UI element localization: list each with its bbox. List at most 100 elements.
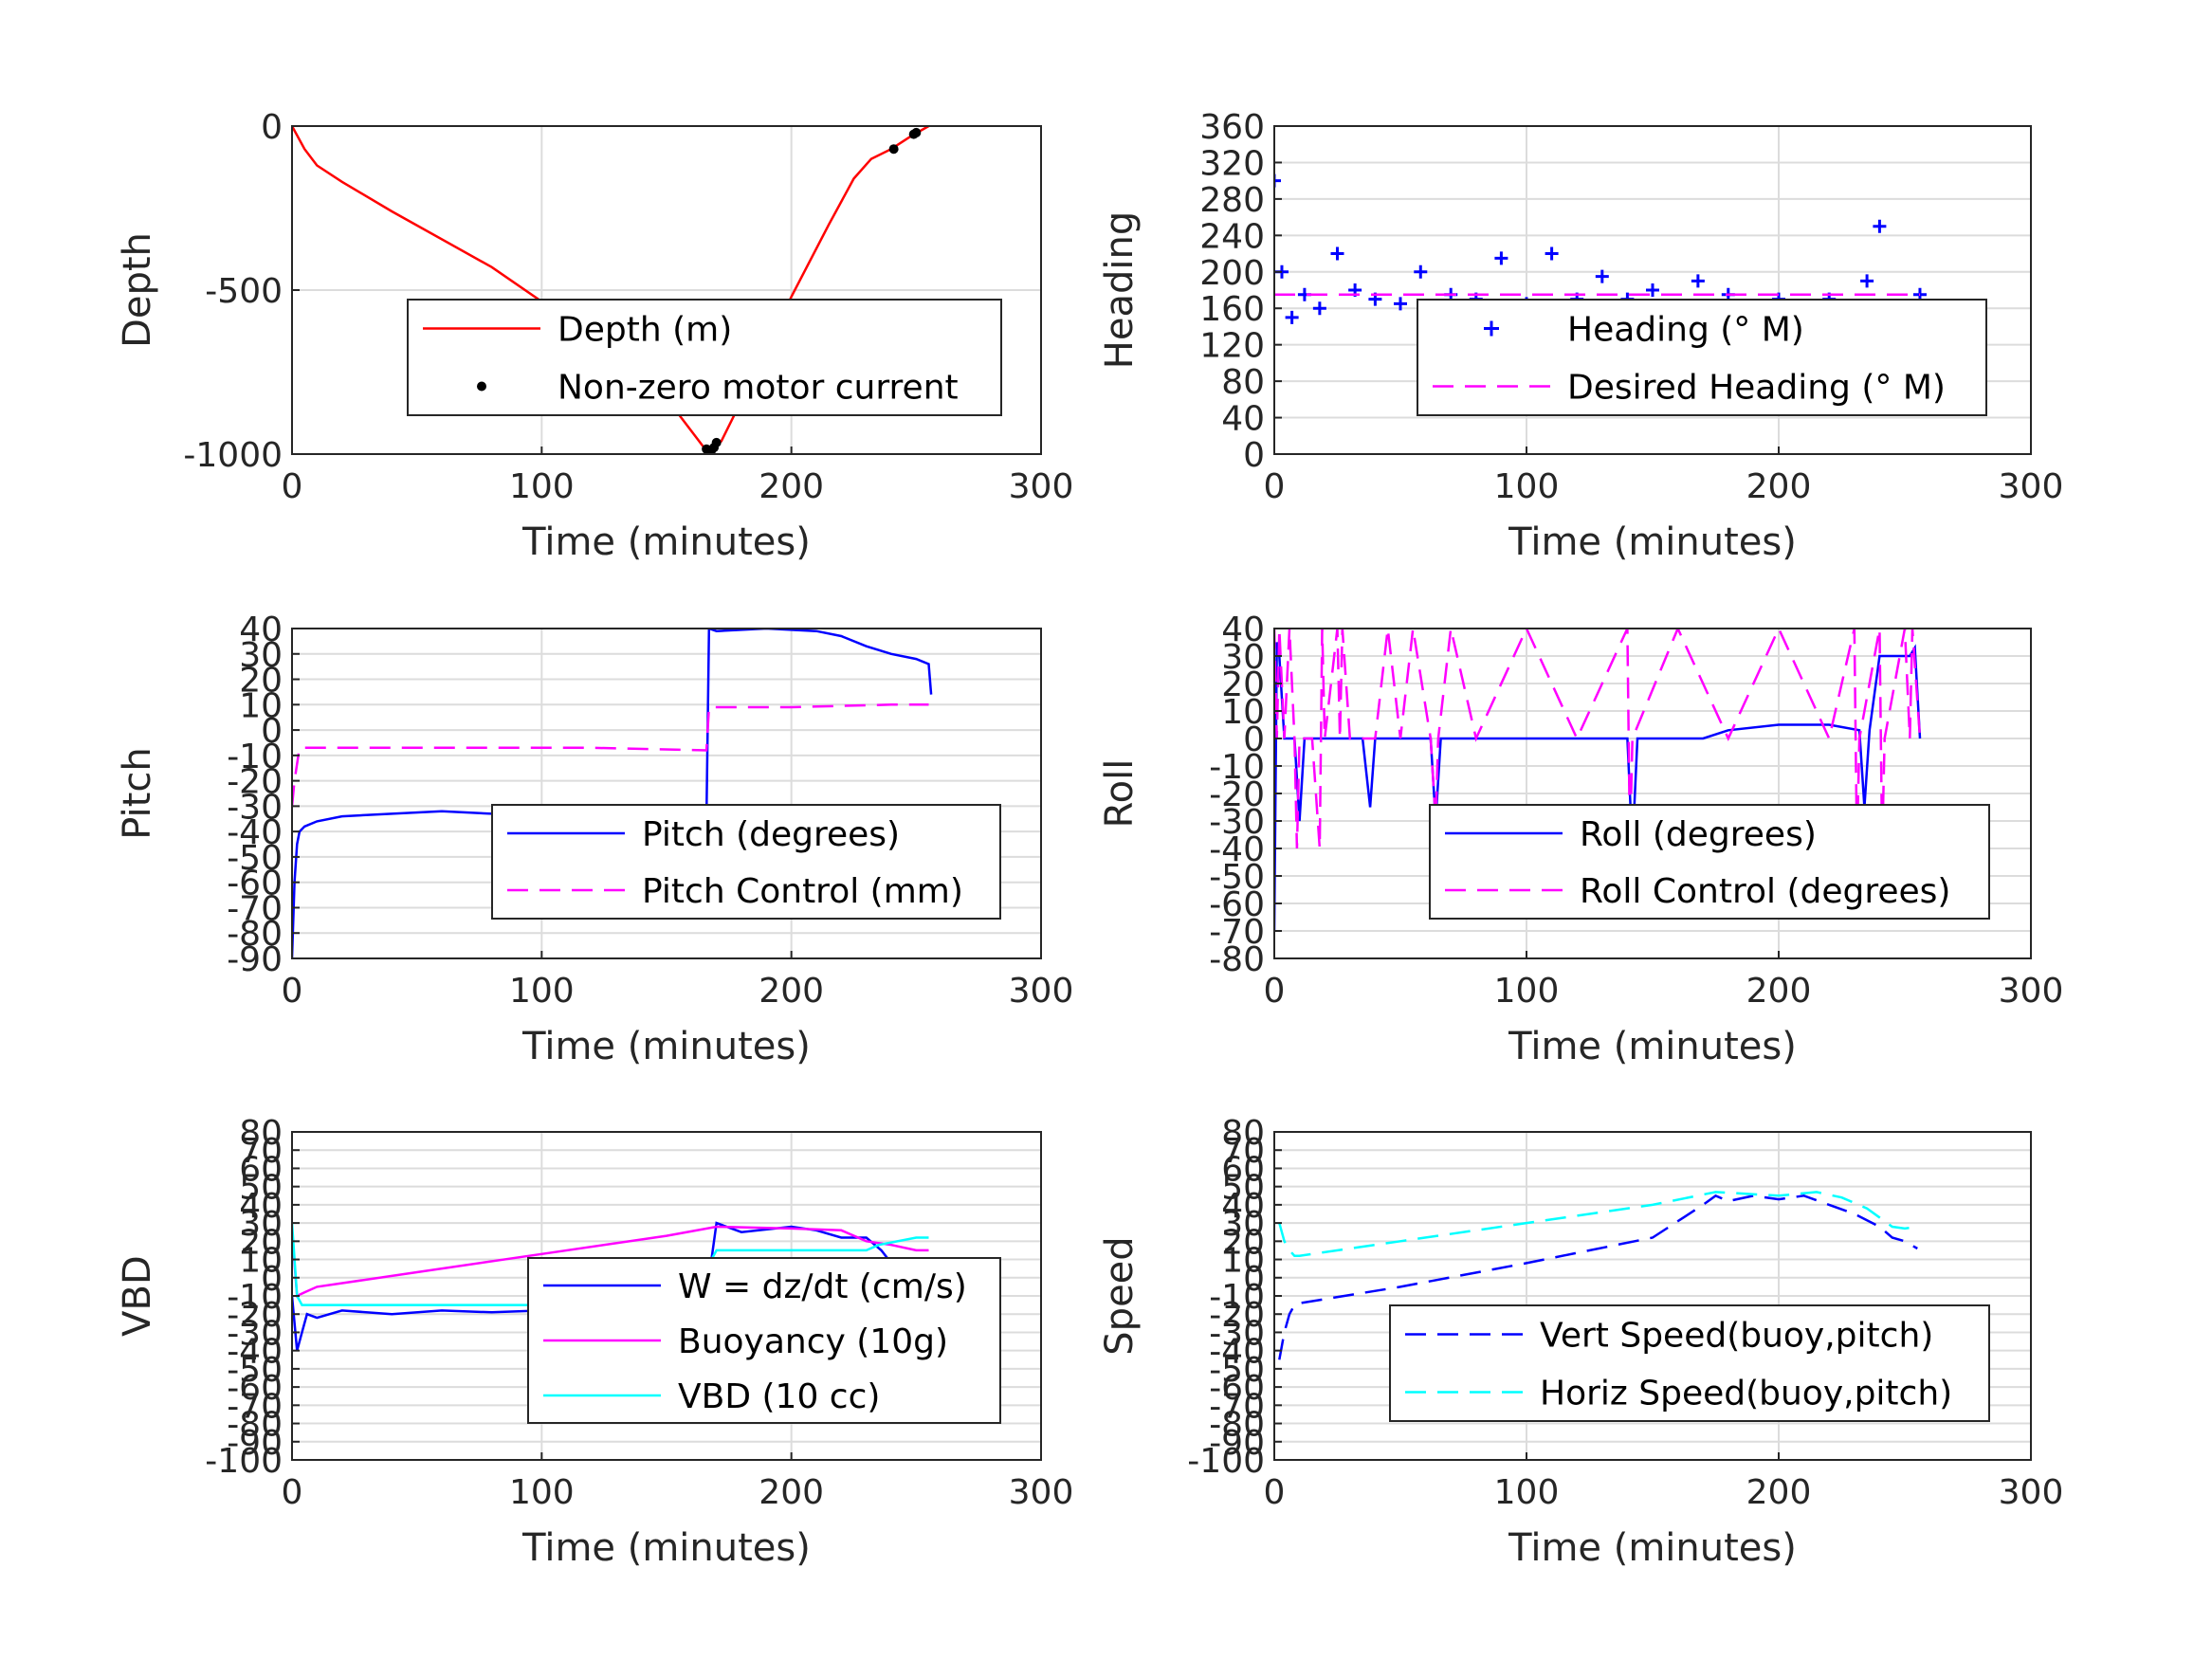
- x-tick-label: 100: [509, 1473, 575, 1512]
- x-axis-label: Time (minutes): [1508, 520, 1797, 564]
- y-tick-label: -50: [227, 839, 283, 878]
- y-tick-label: -70: [227, 889, 283, 928]
- legend-label: Buoyancy (10g): [678, 1322, 948, 1361]
- data-point: [1414, 264, 1428, 279]
- y-tick-label: -20: [227, 763, 283, 802]
- x-tick-label: 100: [1494, 972, 1560, 1011]
- y-tick-label: -60: [227, 1369, 283, 1408]
- y-tick-label: 40: [1221, 400, 1265, 439]
- chart-panel-3: 0 100 200 300-90-80-70-60-50-40-30-20-10010…: [116, 611, 1073, 1068]
- chart-panel-2: 0 100 200 30004080120160200240280320360Time…: [1098, 108, 2063, 564]
- y-tick-label: 10: [239, 1242, 283, 1281]
- y-tick-label: 280: [1199, 181, 1265, 220]
- y-tick-label: -10: [227, 738, 283, 776]
- y-tick-label: -1000: [183, 436, 283, 475]
- data-point: [1595, 269, 1609, 283]
- data-point: [1494, 251, 1508, 265]
- y-axis-label: Speed: [1098, 1236, 1142, 1355]
- data-point: [1545, 246, 1559, 261]
- x-tick-label: 200: [1746, 1473, 1812, 1512]
- x-tick-label: 0: [282, 972, 303, 1011]
- plot-area: [292, 126, 930, 454]
- legend-box: [1389, 1304, 1990, 1422]
- legend-label: Vert Speed(buoy,pitch): [1540, 1317, 1933, 1356]
- series-line-2: [1278, 1191, 1918, 1257]
- y-tick-label: 20: [1221, 1223, 1265, 1262]
- data-point: [911, 127, 922, 137]
- series-line-1: [1274, 642, 1922, 932]
- y-tick-label: 50: [239, 1169, 283, 1208]
- y-tick-label: -40: [227, 1333, 283, 1372]
- x-tick-label: 200: [759, 467, 824, 506]
- plot-area: [1278, 1191, 1918, 1360]
- legend-label: Desired Heading (° M): [1567, 369, 1946, 408]
- legend-label: Non-zero motor current: [558, 369, 959, 408]
- chart-panel-5: 0 100 200 300-100-90-80-70-60-50-40-30-20-1…: [116, 1114, 1073, 1570]
- x-tick-label: 200: [759, 1473, 824, 1512]
- y-tick-label: -80: [227, 1406, 283, 1445]
- data-point: [1312, 301, 1326, 316]
- x-tick-label: 100: [509, 972, 575, 1011]
- data-point: [1691, 274, 1705, 288]
- y-tick-label: 60: [1221, 1150, 1265, 1189]
- y-tick-label: 0: [261, 108, 283, 147]
- x-tick-label: 200: [1746, 972, 1812, 1011]
- y-tick-label: 70: [1221, 1132, 1265, 1171]
- y-tick-label: 40: [1221, 1187, 1265, 1226]
- legend-box: [407, 299, 1002, 416]
- data-point: [1394, 297, 1407, 311]
- y-tick-label: 200: [1199, 254, 1265, 293]
- x-axis-label: Time (minutes): [521, 520, 811, 564]
- x-axis-label: Time (minutes): [1508, 1025, 1797, 1068]
- legend-label: Heading (° M): [1567, 311, 1804, 350]
- y-tick-label: 320: [1199, 144, 1265, 183]
- y-tick-label: -100: [205, 1442, 283, 1481]
- x-tick-label: 0: [1264, 972, 1286, 1011]
- y-tick-label: -80: [1209, 940, 1265, 979]
- chart-panel-4: 0 100 200 300-80-70-60-50-40-30-20-10010203…: [1098, 611, 2063, 1068]
- y-tick-label: -40: [1209, 830, 1265, 869]
- y-tick-label: 10: [1221, 1242, 1265, 1281]
- x-tick-label: 300: [1999, 1473, 2064, 1512]
- series-line-2: [1274, 629, 1922, 849]
- x-tick-label: 100: [509, 467, 575, 506]
- y-tick-label: -60: [1209, 1369, 1265, 1408]
- x-tick-label: 0: [1264, 467, 1286, 506]
- y-tick-label: 40: [239, 1187, 283, 1226]
- x-tick-label: 300: [1009, 1473, 1074, 1512]
- y-tick-label: -90: [227, 1424, 283, 1463]
- y-tick-label: -30: [227, 1314, 283, 1353]
- y-tick-label: 10: [1221, 693, 1265, 732]
- y-axis-label: VBD: [116, 1255, 159, 1337]
- legend-label: W = dz/dt (cm/s): [678, 1267, 967, 1306]
- y-tick-label: 50: [1221, 1169, 1265, 1208]
- y-tick-label: -70: [1209, 913, 1265, 952]
- axes-frame: [291, 628, 1042, 959]
- legend-label: VBD (10 cc): [678, 1377, 880, 1416]
- y-tick-label: -70: [1209, 1387, 1265, 1426]
- data-point: [1646, 283, 1659, 297]
- y-tick-label: -100: [1187, 1442, 1265, 1481]
- y-tick-label: 40: [1221, 611, 1265, 649]
- x-tick-label: 300: [1999, 467, 2064, 506]
- y-tick-label: -30: [1209, 1314, 1265, 1353]
- legend-label: Pitch (degrees): [642, 815, 900, 854]
- legend: Depth (m) Non-zero motor current: [407, 299, 1002, 416]
- x-tick-label: 0: [1264, 1473, 1286, 1512]
- axes-frame: [1273, 125, 2032, 455]
- y-tick-label: -50: [1209, 1351, 1265, 1390]
- y-tick-label: 20: [239, 1223, 283, 1262]
- y-tick-label: -80: [227, 915, 283, 954]
- y-tick-label: 80: [1221, 363, 1265, 402]
- series-line-1: [1278, 1194, 1918, 1360]
- y-tick-label: -70: [227, 1387, 283, 1426]
- x-axis-label: Time (minutes): [1508, 1526, 1797, 1570]
- legend: Vert Speed(buoy,pitch) Horiz Speed(buoy,p…: [1389, 1304, 1990, 1422]
- legend-swatch: [477, 381, 486, 392]
- y-tick-label: -60: [1209, 885, 1265, 924]
- x-tick-label: 0: [282, 467, 303, 506]
- data-point: [1873, 219, 1887, 233]
- y-tick-label: -20: [227, 1296, 283, 1335]
- x-axis-label: Time (minutes): [521, 1526, 811, 1570]
